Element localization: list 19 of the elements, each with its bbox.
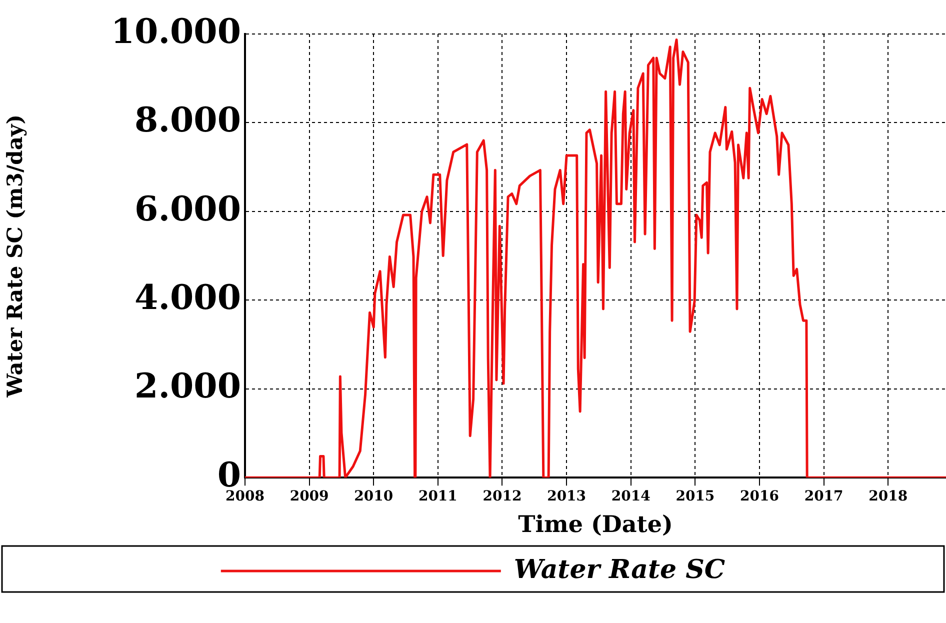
x-tick-label: 2010 [354,488,394,505]
x-tick-label: 2018 [868,488,908,505]
y-tick-label: 8.000 [134,100,241,141]
x-tick-label: 2008 [226,488,264,505]
x-axis-title: Time (Date) [518,511,673,538]
x-tick-label: 2014 [611,488,651,505]
x-tick-label: 2015 [676,488,715,505]
y-tick-label: 2.000 [134,366,241,407]
x-tick-label: 2012 [482,488,522,505]
x-tick-label: 2009 [290,488,329,505]
y-tick-label: 10.000 [110,12,241,52]
x-tick-label: 2016 [740,488,779,505]
y-tick-label: 4.000 [134,278,241,318]
y-tick-label: 6.000 [134,189,241,230]
x-tick-label: 2017 [804,488,844,505]
x-tick-label: 2013 [547,488,586,505]
x-tick-label: 2011 [418,488,458,505]
text: Water Rate SC [514,554,726,585]
y-axis-title: Water Rate SC (m3/day) [2,114,28,398]
